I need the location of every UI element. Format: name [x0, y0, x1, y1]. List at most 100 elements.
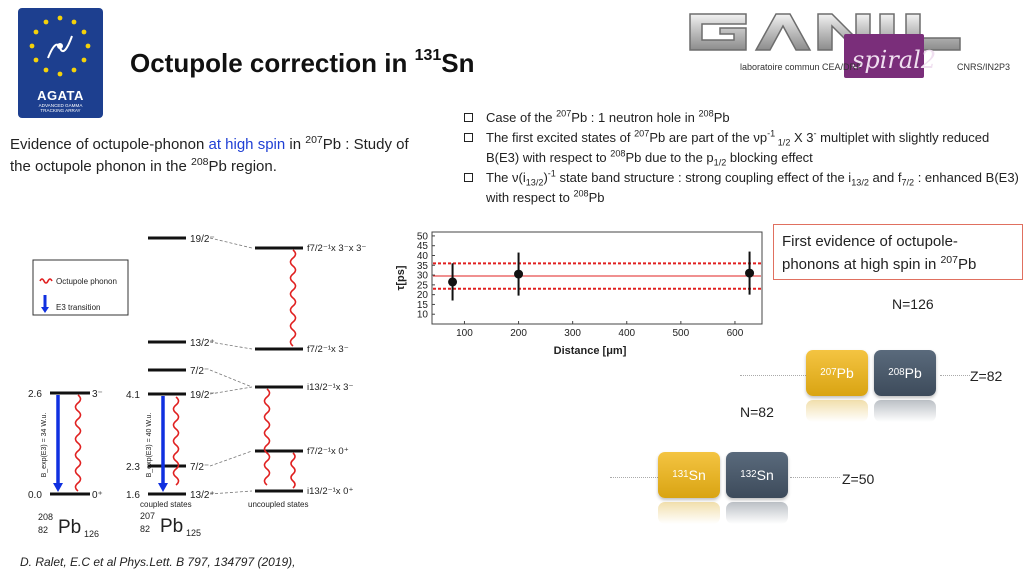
- nuclide-sn132: 132 Sn: [726, 452, 788, 498]
- energy-label: 1.6: [126, 490, 140, 501]
- spin-label: 19/2⁻: [190, 234, 215, 245]
- uncoupled-states-label: uncoupled states: [248, 500, 309, 509]
- nuclide-mass: 208: [38, 512, 53, 522]
- spin-label: 19/2⁻: [190, 390, 215, 401]
- data-points: [448, 251, 755, 301]
- nuclide-z: 82: [140, 524, 150, 534]
- nuclide-z: 82: [38, 525, 48, 535]
- phonon-wave-uncoupled: [290, 452, 296, 489]
- reflection: [806, 400, 868, 422]
- x-tick-label: 600: [727, 328, 744, 339]
- config-label: i13/2⁻¹x 0⁺: [307, 486, 353, 497]
- y-tick-label: 10: [417, 310, 429, 321]
- data-point: [745, 268, 755, 278]
- config-label: f7/2⁻¹x 0⁺: [307, 446, 349, 457]
- bullet-list: Case of the 207Pb : 1 neutron hole in 20…: [462, 108, 1022, 208]
- energy-label: 4.1: [126, 390, 140, 401]
- y-tick-label: 40: [417, 251, 429, 262]
- dotted-guide: [610, 477, 658, 478]
- checkbox-bullet-icon: [464, 113, 473, 122]
- n126-label: N=126: [892, 296, 934, 312]
- y-axis-label: τ[ps]: [395, 265, 407, 290]
- x-tick-label: 100: [456, 328, 473, 339]
- spin-label: 3⁻: [92, 389, 103, 400]
- nuclide-pb207: 207 Pb: [806, 350, 868, 396]
- be3-label: B_exp(E3) = 34 W.u.: [41, 413, 48, 478]
- x-tick-label: 300: [564, 328, 581, 339]
- nuclide-chart: N=126 207 Pb 208 Pb Z=82 N=82 131 Sn 132 Sn …: [600, 290, 1024, 550]
- y-tick-label: 50: [417, 231, 429, 242]
- nuclide-n: 126: [84, 529, 99, 539]
- z50-label: Z=50: [842, 471, 875, 487]
- legend-phonon-label: Octupole phonon: [56, 277, 117, 286]
- checkbox-bullet-icon: [464, 133, 473, 142]
- legend-box: [32, 259, 129, 316]
- legend-e3-label: E3 transition: [56, 303, 100, 312]
- spin-label: 13/2⁺: [190, 490, 215, 501]
- nuclide-mass: 207: [140, 511, 155, 521]
- highlight-text: at high spin: [208, 136, 286, 153]
- dotted-guide: [740, 375, 828, 376]
- config-label: f7/2⁻¹x 3⁻: [307, 344, 349, 355]
- n82-label: N=82: [740, 404, 774, 420]
- y-tick-label: 15: [417, 300, 429, 311]
- bullet-item: Case of the 207Pb : 1 neutron hole in 20…: [462, 108, 1022, 128]
- agata-subtitle: ADVANCED GAMMA TRACKING ARRAY: [38, 103, 83, 114]
- phonon-wave-uncoupled: [263, 388, 271, 486]
- level-scheme-diagram: Octupole phonon E3 transition 2.6 0.0 3⁻…: [28, 234, 366, 539]
- x-tick-label: 200: [510, 328, 527, 339]
- be3-label: B_exp(E3) = 40 W.u.: [146, 413, 153, 478]
- nuclide-element: Pb: [160, 516, 183, 537]
- nuclide-element: Pb: [58, 517, 81, 538]
- nuclide-pb208: 208 Pb: [874, 350, 936, 396]
- agata-name: AGATA: [37, 88, 84, 103]
- y-tick-label: 25: [417, 280, 429, 291]
- ganil-lab-text: laboratoire commun CEA/DRF: [740, 62, 862, 72]
- energy-label: 0.0: [28, 490, 42, 501]
- reference-citation: D. Ralet, E.C et al Phys.Lett. B 797, 13…: [20, 555, 296, 569]
- x-tick-label: 500: [673, 328, 690, 339]
- spiral2-text: spiral2: [852, 46, 936, 74]
- dotted-guide: [790, 477, 840, 478]
- nuclide-n: 125: [186, 528, 201, 538]
- coupled-states-label: coupled states: [140, 500, 192, 509]
- ganil-spiral2-logo: spiral2: [689, 13, 961, 78]
- bullet-item: The first excited states of 207Pb are pa…: [462, 128, 1022, 168]
- spin-label: 0⁺: [92, 490, 103, 501]
- config-label: f7/2⁻¹x 3⁻x 3⁻: [307, 243, 366, 254]
- page-title: Octupole correction in 131Sn: [130, 47, 475, 78]
- y-tick-label: 35: [417, 261, 429, 272]
- phonon-wave-coupled: [172, 396, 180, 486]
- evidence-text: Evidence of octupole-phonon at high spin…: [10, 134, 409, 175]
- y-tick-label: 45: [417, 241, 429, 252]
- ganil-cnrs-text: CNRS/IN2P3: [957, 62, 1011, 72]
- x-axis-label: Distance [μm]: [554, 345, 627, 357]
- checkbox-bullet-icon: [464, 173, 473, 182]
- agata-logo: AGATA ADVANCED GAMMA TRACKING ARRAY: [18, 8, 103, 118]
- x-tick-label: 400: [618, 328, 635, 339]
- plot-frame: [431, 231, 763, 325]
- energy-label: 2.6: [28, 389, 42, 400]
- reflection: [726, 502, 788, 524]
- y-tick-label: 30: [417, 271, 429, 282]
- connector-lines: [209, 237, 253, 495]
- phonon-wave-pb208: [74, 394, 82, 492]
- phonon-wave-uncoupled: [289, 249, 297, 347]
- spin-label: 7/2⁻: [190, 366, 209, 377]
- reflection: [658, 502, 720, 524]
- spin-label: 13/2⁺: [190, 338, 215, 349]
- config-label: i13/2⁻¹x 3⁻: [307, 382, 353, 393]
- callout-box: First evidence of octupole-phonons at hi…: [773, 224, 1023, 280]
- bullet-item: The ν(i13/2)-1 state band structure : st…: [462, 168, 1022, 208]
- dotted-guide: [940, 375, 970, 376]
- nuclide-sn131: 131 Sn: [658, 452, 720, 498]
- energy-label: 2.3: [126, 462, 140, 473]
- z82-label: Z=82: [970, 368, 1003, 384]
- spiral2-badge: [844, 34, 924, 78]
- legend-phonon-wave: [39, 278, 53, 284]
- spin-label: 7/2⁻: [190, 462, 209, 473]
- reflection: [874, 400, 936, 422]
- data-point: [514, 269, 524, 279]
